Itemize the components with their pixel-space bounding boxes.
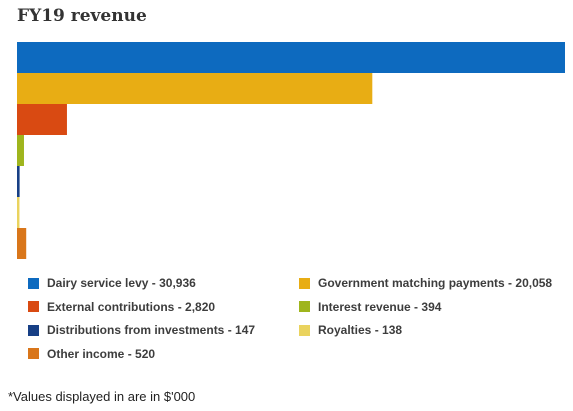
legend-item-5[interactable]: Royalties - 138 [299,323,402,337]
legend-value: 30,936 [159,276,196,290]
legend-value: 20,058 [515,276,553,290]
legend-swatch [28,301,39,312]
legend-label: Interest revenue [318,299,411,314]
legend-separator: - [124,346,136,361]
legend-value: 138 [382,323,403,337]
legend-item-0[interactable]: Dairy service levy - 30,936 [28,276,196,290]
legend-label: Other income [47,346,125,361]
legend-value: 2,820 [185,299,216,314]
legend-label: Distributions from investments [47,323,225,337]
legend-value: 147 [235,323,256,337]
bar-5[interactable] [17,197,20,228]
legend-label: Dairy service levy [47,276,149,290]
legend-swatch [28,348,39,359]
legend-swatch [299,301,310,312]
legend-swatch [28,324,39,336]
bar-3[interactable] [17,135,24,166]
bar-6[interactable] [17,228,27,259]
legend-separator: - [504,276,516,290]
legend-separator: - [174,299,186,314]
legend-separator: - [371,323,383,337]
legend-item-3[interactable]: Interest revenue - 394 [299,300,441,314]
legend-value: 394 [421,299,442,314]
bar-4[interactable] [17,166,20,197]
bar-0[interactable] [17,42,565,73]
legend-swatch [28,277,39,289]
legend-label: Royalties [318,323,372,337]
bar-chart [17,42,565,259]
legend-value: 520 [135,346,156,361]
legend-separator: - [148,276,160,290]
chart-title: FY19 revenue [17,6,147,26]
legend-swatch [299,324,310,336]
legend-label: External contributions [47,299,175,314]
legend-separator: - [410,299,422,314]
legend-swatch [299,277,310,289]
legend-item-1[interactable]: Government matching payments - 20,058 [299,276,552,290]
bar-2[interactable] [17,104,67,135]
bar-1[interactable] [17,73,373,104]
legend-separator: - [224,323,236,337]
footnote: *Values displayed in are in $'000 [8,389,196,404]
legend-item-2[interactable]: External contributions - 2,820 [28,300,215,314]
legend-item-6[interactable]: Other income - 520 [28,347,155,361]
legend-item-4[interactable]: Distributions from investments - 147 [28,323,255,337]
legend-label: Government matching payments [318,276,505,290]
